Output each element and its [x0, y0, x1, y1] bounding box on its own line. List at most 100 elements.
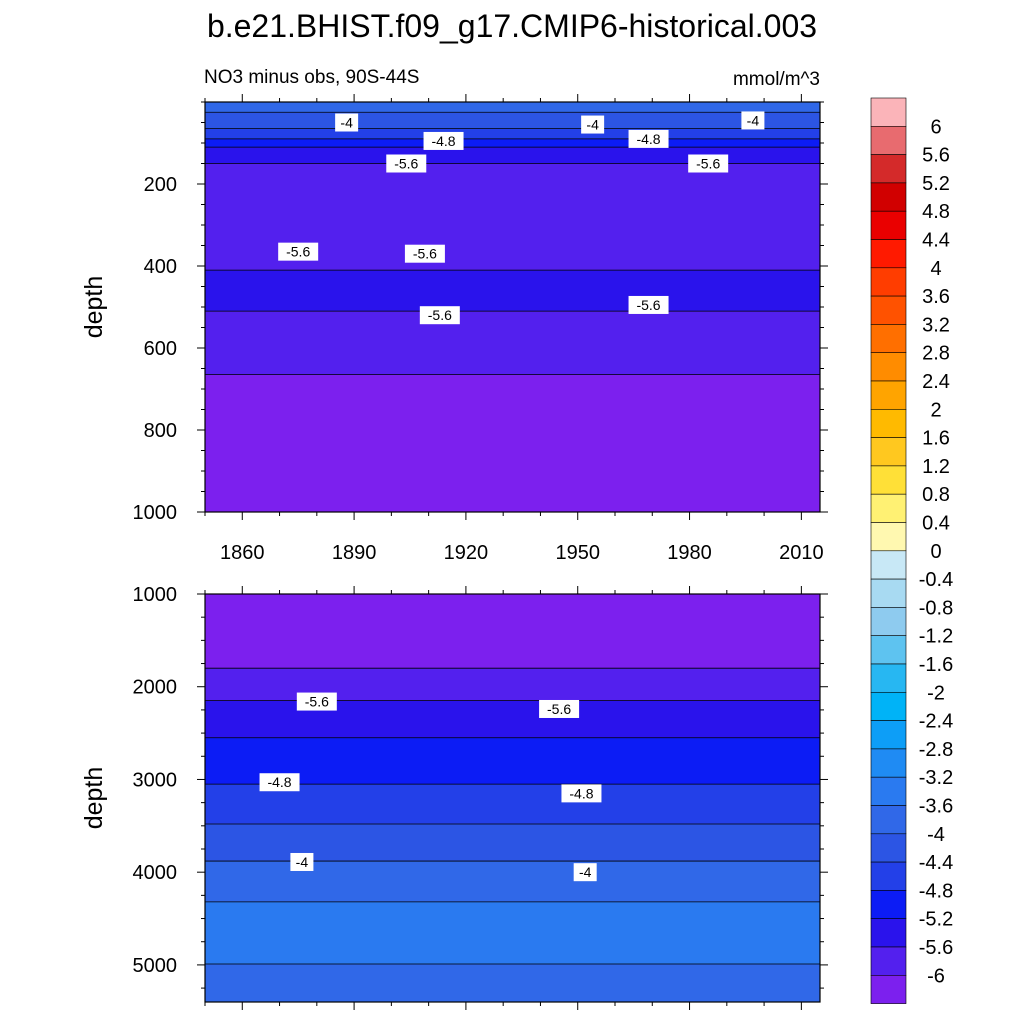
- figure-title: b.e21.BHIST.f09_g17.CMIP6-historical.003: [207, 8, 817, 44]
- y-tick-label: 1000: [133, 502, 178, 524]
- contour-label: -5.6: [404, 244, 445, 263]
- colorbar-swatch: [870, 918, 907, 948]
- svg-text:-5.6: -5.6: [394, 156, 418, 172]
- contour-band: [205, 594, 820, 669]
- svg-text:-4.8: -4.8: [569, 785, 593, 801]
- y-tick-label: 5000: [133, 955, 178, 977]
- svg-text:-5.6: -5.6: [696, 156, 720, 172]
- colorbar-label: -4.4: [919, 852, 953, 874]
- x-tick-label: 1890: [332, 542, 377, 564]
- contour-label: -4.8: [628, 129, 669, 148]
- colorbar-label: 6: [930, 116, 941, 138]
- contour-band: [205, 147, 820, 164]
- contour-band: [205, 901, 820, 964]
- contour-label: -4: [573, 863, 597, 882]
- colorbar-label: 2.8: [922, 343, 950, 365]
- colorbar-label: -2.8: [919, 739, 953, 761]
- contour-label: -5.6: [278, 242, 319, 261]
- colorbar-label: -0.4: [919, 569, 953, 591]
- colorbar-swatch: [870, 890, 907, 920]
- colorbar-label: -5.2: [919, 909, 953, 931]
- svg-text:-4.8: -4.8: [267, 774, 291, 790]
- y-axis-label: depth: [80, 767, 108, 830]
- svg-text:-5.6: -5.6: [305, 694, 329, 710]
- y-tick-label: 1000: [133, 584, 178, 606]
- colorbar-label: 3.2: [922, 314, 950, 336]
- colorbar-swatch: [870, 324, 907, 353]
- colorbar-label: -6: [927, 965, 945, 987]
- colorbar-swatch: [870, 465, 907, 495]
- colorbar-label: 5.2: [922, 173, 950, 195]
- svg-text:-5.6: -5.6: [413, 246, 437, 262]
- plot-frame: [204, 593, 821, 1003]
- colorbar-label: 2.4: [922, 371, 950, 393]
- colorbar-label: 0.8: [922, 484, 950, 506]
- colorbar-swatch: [870, 861, 907, 891]
- y-axis-label: depth: [80, 276, 108, 339]
- y-tick-label: 4000: [133, 862, 178, 884]
- contour-label: -5.6: [628, 295, 669, 314]
- svg-text:-4: -4: [586, 117, 599, 133]
- colorbar-label: -0.8: [919, 597, 953, 619]
- y-tick-label: 800: [144, 420, 177, 442]
- x-tick-label: 2010: [779, 542, 824, 564]
- colorbar-swatch: [870, 663, 907, 693]
- svg-text:-4: -4: [296, 854, 309, 870]
- panel-units-label: mmol/m^3: [733, 69, 820, 90]
- contour-label: -4: [335, 113, 359, 132]
- colorbar-label: -2.4: [919, 711, 953, 733]
- colorbar-swatch: [870, 578, 907, 608]
- colorbar-label: -5.6: [919, 937, 953, 959]
- svg-text:-5.6: -5.6: [428, 307, 452, 323]
- svg-text:-4: -4: [747, 112, 760, 128]
- svg-text:-5.6: -5.6: [636, 297, 660, 313]
- colorbar-swatch: [870, 97, 907, 127]
- colorbar-label: 4: [930, 258, 941, 280]
- contour-label: -5.6: [539, 699, 580, 718]
- contour-band: [205, 138, 820, 148]
- colorbar-label: 2: [930, 399, 941, 421]
- colorbar-swatch: [870, 408, 907, 438]
- svg-text:-5.6: -5.6: [547, 701, 571, 717]
- colorbar-swatch: [870, 352, 907, 382]
- x-tick-label: 1950: [555, 542, 600, 564]
- svg-text:-4: -4: [340, 115, 353, 131]
- contour-band: [205, 784, 820, 824]
- colorbar-swatch: [870, 295, 907, 325]
- colorbar-label: -3.2: [919, 767, 953, 789]
- contour-band: [205, 737, 820, 785]
- colorbar-label: -1.6: [919, 654, 953, 676]
- colorbar-swatch: [870, 239, 907, 269]
- contour-band: [205, 374, 820, 512]
- colorbar-swatch: [870, 182, 907, 212]
- colorbar-swatch: [870, 210, 907, 240]
- colorbar-swatch: [870, 691, 907, 721]
- contour-label: -5.6: [419, 306, 460, 325]
- y-tick-label: 2000: [133, 677, 178, 699]
- colorbar-swatch: [870, 607, 907, 637]
- x-tick-label: 1980: [667, 542, 712, 564]
- colorbar-swatch: [870, 776, 907, 806]
- colorbar-label: 0.4: [922, 513, 950, 535]
- colorbar-swatch: [870, 805, 907, 835]
- contour-label: -5.6: [296, 692, 337, 711]
- colorbar-swatch: [870, 720, 907, 750]
- colorbar-swatch: [870, 522, 907, 552]
- colorbar-label: 1.2: [922, 456, 950, 478]
- colorbar-swatch: [870, 493, 907, 523]
- colorbar-swatch: [870, 974, 907, 1004]
- colorbar-label: -2: [927, 682, 945, 704]
- contour-band: [205, 112, 820, 129]
- contour-label: -4.8: [259, 773, 300, 792]
- svg-text:-4.8: -4.8: [636, 131, 660, 147]
- contour-label: -4: [581, 115, 605, 134]
- colorbar-swatch: [870, 635, 907, 665]
- contour-band: [205, 128, 820, 139]
- contour-label: -4: [741, 111, 765, 130]
- colorbar-label: -3.6: [919, 796, 953, 818]
- colorbar-swatch: [870, 267, 907, 297]
- svg-text:-4.8: -4.8: [431, 133, 455, 149]
- colorbar-swatch: [870, 126, 907, 155]
- colorbar-label: 1.6: [922, 428, 950, 450]
